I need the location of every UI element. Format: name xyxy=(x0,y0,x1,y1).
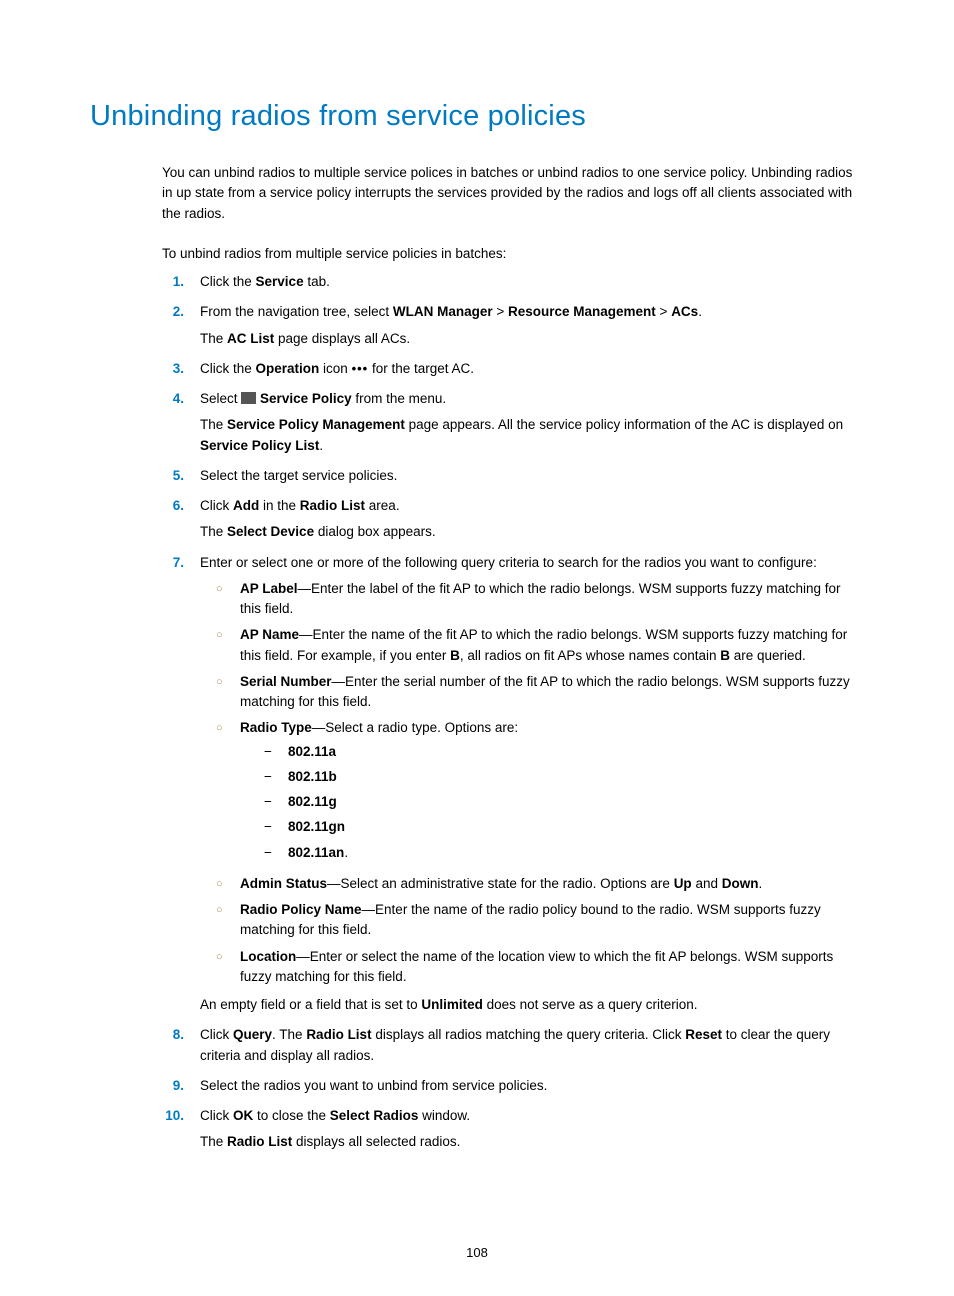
circle-bullet-icon: ○ xyxy=(216,947,240,988)
criteria-admin-status: ○Admin Status—Select an administrative s… xyxy=(200,874,864,894)
step-text: Click the Operation icon ••• for the tar… xyxy=(200,359,864,379)
step-number: 8. xyxy=(162,1025,200,1072)
step-subtext: The Select Device dialog box appears. xyxy=(200,522,864,542)
step-text: Select the target service policies. xyxy=(200,466,864,486)
step-number: 10. xyxy=(162,1106,200,1159)
page-number: 108 xyxy=(0,1245,954,1260)
intro-paragraph: You can unbind radios to multiple servic… xyxy=(162,163,864,224)
circle-bullet-icon: ○ xyxy=(216,579,240,620)
content-body: You can unbind radios to multiple servic… xyxy=(90,163,864,1159)
criteria-ap-label: ○AP Label—Enter the label of the fit AP … xyxy=(200,579,864,620)
circle-bullet-icon: ○ xyxy=(216,874,240,894)
service-policy-icon xyxy=(241,392,256,404)
step-number: 7. xyxy=(162,553,200,1022)
step-text: Click OK to close the Select Radios wind… xyxy=(200,1106,864,1126)
step-number: 6. xyxy=(162,496,200,549)
step-subtext: The AC List page displays all ACs. xyxy=(200,329,864,349)
radio-type-option: −802.11a xyxy=(240,742,864,762)
step-text: Click the Service tab. xyxy=(200,272,864,292)
step-text: Select Service Policy from the menu. xyxy=(200,389,864,409)
step-text: From the navigation tree, select WLAN Ma… xyxy=(200,302,864,322)
dash-bullet-icon: − xyxy=(264,817,288,837)
step-7: 7. Enter or select one or more of the fo… xyxy=(162,553,864,1022)
step-10: 10. Click OK to close the Select Radios … xyxy=(162,1106,864,1159)
dash-bullet-icon: − xyxy=(264,843,288,863)
circle-bullet-icon: ○ xyxy=(216,672,240,713)
step-text: Click Query. The Radio List displays all… xyxy=(200,1025,864,1066)
criteria-list: ○AP Label—Enter the label of the fit AP … xyxy=(200,579,864,987)
circle-bullet-icon: ○ xyxy=(216,900,240,941)
step-number: 9. xyxy=(162,1076,200,1102)
radio-type-option: −802.11an. xyxy=(240,843,864,863)
criteria-location: ○Location—Enter or select the name of th… xyxy=(200,947,864,988)
criteria-serial-number: ○Serial Number—Enter the serial number o… xyxy=(200,672,864,713)
step-subtext: The Radio List displays all selected rad… xyxy=(200,1132,864,1152)
dash-bullet-icon: − xyxy=(264,792,288,812)
radio-type-option: −802.11gn xyxy=(240,817,864,837)
step-text: Select the radios you want to unbind fro… xyxy=(200,1076,864,1096)
step-subtext: The Service Policy Management page appea… xyxy=(200,415,864,456)
step-number: 2. xyxy=(162,302,200,355)
step-note: An empty field or a field that is set to… xyxy=(200,995,864,1015)
criteria-radio-policy-name: ○Radio Policy Name—Enter the name of the… xyxy=(200,900,864,941)
page: Unbinding radios from service policies Y… xyxy=(0,0,954,1296)
step-number: 3. xyxy=(162,359,200,385)
dash-bullet-icon: − xyxy=(264,767,288,787)
radio-type-option: −802.11b xyxy=(240,767,864,787)
step-9: 9. Select the radios you want to unbind … xyxy=(162,1076,864,1102)
step-number: 1. xyxy=(162,272,200,298)
more-icon: ••• xyxy=(352,361,369,376)
step-3: 3. Click the Operation icon ••• for the … xyxy=(162,359,864,385)
dash-bullet-icon: − xyxy=(264,742,288,762)
radio-type-option: −802.11g xyxy=(240,792,864,812)
step-1: 1. Click the Service tab. xyxy=(162,272,864,298)
circle-bullet-icon: ○ xyxy=(216,625,240,666)
criteria-ap-name: ○AP Name—Enter the name of the fit AP to… xyxy=(200,625,864,666)
step-text: Enter or select one or more of the follo… xyxy=(200,553,864,573)
step-text: Click Add in the Radio List area. xyxy=(200,496,864,516)
step-2: 2. From the navigation tree, select WLAN… xyxy=(162,302,864,355)
radio-type-options: −802.11a −802.11b −802.11g −802.11gn −80… xyxy=(240,742,864,863)
step-number: 4. xyxy=(162,389,200,462)
step-list: 1. Click the Service tab. 2. From the na… xyxy=(162,272,864,1159)
criteria-radio-type: ○ Radio Type—Select a radio type. Option… xyxy=(200,718,864,868)
step-8: 8. Click Query. The Radio List displays … xyxy=(162,1025,864,1072)
page-title: Unbinding radios from service policies xyxy=(90,100,864,133)
step-number: 5. xyxy=(162,466,200,492)
step-5: 5. Select the target service policies. xyxy=(162,466,864,492)
step-4: 4. Select Service Policy from the menu. … xyxy=(162,389,864,462)
circle-bullet-icon: ○ xyxy=(216,718,240,868)
step-6: 6. Click Add in the Radio List area. The… xyxy=(162,496,864,549)
lead-line: To unbind radios from multiple service p… xyxy=(162,244,864,264)
